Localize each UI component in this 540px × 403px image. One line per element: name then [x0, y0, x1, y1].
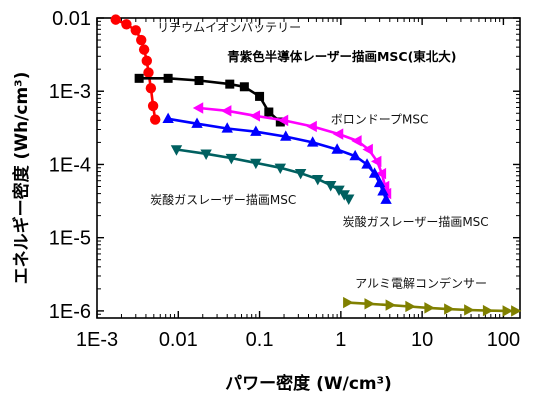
annotation-label: アルミ電解コンデンサー: [355, 275, 487, 290]
data-point: [377, 185, 389, 196]
data-point: [239, 82, 249, 92]
data-point: [364, 298, 375, 310]
data-point: [138, 44, 150, 55]
data-point: [264, 107, 274, 117]
y-tick-label: 1E-5: [49, 228, 91, 250]
x-tick-label: 1E-3: [76, 329, 118, 351]
series-line: [347, 301, 516, 313]
data-point: [149, 114, 161, 125]
data-point: [255, 91, 265, 101]
data-point: [482, 304, 494, 317]
data-point: [141, 55, 153, 67]
series-line: [176, 148, 350, 200]
series-3: [162, 112, 392, 204]
x-axis-title: パワー密度 (W/cm³): [225, 373, 392, 394]
x-tick-label: 100: [487, 329, 520, 351]
data-point: [194, 76, 204, 86]
data-point: [200, 149, 212, 160]
data-point: [294, 168, 307, 180]
data-point: [136, 34, 147, 46]
data-point: [351, 135, 362, 147]
data-point: [306, 136, 319, 147]
tick-marks: [96, 17, 520, 319]
data-point: [332, 128, 344, 140]
data-point: [370, 155, 382, 168]
data-point: [221, 105, 232, 117]
data-point: [147, 100, 159, 112]
annotation-label: ボロンドープMSC: [331, 113, 429, 127]
data-point: [331, 143, 343, 154]
data-point: [191, 117, 203, 128]
data-point: [424, 302, 435, 314]
data-point: [464, 304, 475, 316]
data-point: [225, 153, 238, 165]
x-tick-label: 10: [411, 329, 433, 351]
series-2: [192, 102, 392, 200]
data-point: [362, 143, 373, 156]
data-point: [225, 79, 235, 89]
data-point: [162, 112, 174, 124]
series-layer: [110, 14, 522, 317]
data-point: [361, 158, 373, 169]
data-point: [511, 305, 522, 317]
data-point: [375, 167, 387, 180]
annotation-label: 青紫色半導体レーザー描画MSC(東北大): [227, 49, 456, 64]
data-point: [405, 300, 416, 313]
data-point: [145, 82, 157, 94]
annotation-label: 炭酸ガスレーザー描画MSC: [150, 192, 296, 207]
data-point: [444, 303, 455, 315]
series-5: [343, 296, 522, 317]
series-line: [115, 18, 157, 120]
data-point: [324, 181, 337, 192]
data-point: [250, 158, 262, 170]
x-tick-labels: 1E-3 0.01 0.1 1 10 100: [76, 329, 520, 351]
data-point: [274, 163, 287, 175]
data-point: [312, 174, 324, 186]
series-1: [134, 73, 285, 127]
data-point: [275, 117, 285, 127]
data-point: [380, 193, 392, 204]
annotation-label: リチウムイオンバッテリー: [157, 21, 301, 35]
data-point: [502, 305, 513, 317]
data-point: [221, 122, 233, 133]
data-point: [143, 67, 154, 78]
data-point: [385, 299, 396, 311]
data-point: [121, 19, 132, 30]
data-point: [349, 149, 361, 161]
y-tick-label: 1E-3: [49, 81, 91, 103]
data-point: [368, 167, 381, 178]
data-point: [250, 125, 262, 136]
x-tick-label: 0.1: [246, 329, 274, 351]
annotation-label: 炭酸ガスレーザー描画MSC: [343, 214, 489, 229]
data-point: [373, 176, 386, 188]
y-tick-labels: 0.01 1E-3 1E-4 1E-5 1E-6: [49, 8, 91, 323]
data-point: [170, 145, 183, 156]
data-point: [277, 114, 289, 127]
x-tick-label: 1: [335, 329, 346, 351]
y-tick-label: 1E-6: [49, 301, 91, 323]
data-point: [130, 25, 141, 36]
data-point: [280, 130, 292, 141]
x-tick-label: 0.01: [159, 329, 198, 351]
series-0: [110, 14, 161, 125]
data-point: [163, 73, 173, 83]
data-point: [343, 296, 354, 309]
data-point: [249, 110, 261, 122]
data-point: [110, 14, 121, 25]
data-point: [306, 120, 317, 133]
series-4: [170, 145, 355, 205]
data-point: [134, 73, 144, 83]
data-point: [343, 194, 355, 205]
y-axis-title: エネルギー密度 (Wh/cm³): [11, 72, 32, 285]
y-tick-label: 0.01: [52, 8, 91, 30]
data-point: [192, 102, 204, 114]
y-tick-label: 1E-4: [49, 154, 91, 176]
